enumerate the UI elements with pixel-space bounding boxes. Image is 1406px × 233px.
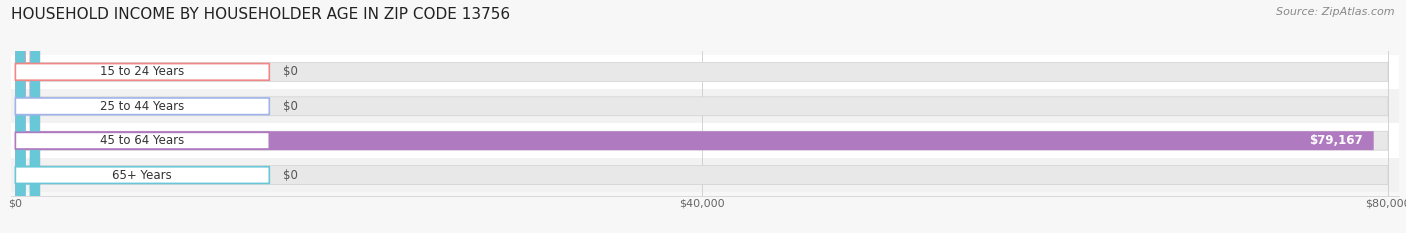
FancyBboxPatch shape [15, 97, 1388, 116]
Text: $0: $0 [283, 169, 298, 182]
FancyBboxPatch shape [15, 64, 270, 80]
FancyBboxPatch shape [15, 131, 1388, 150]
FancyBboxPatch shape [15, 132, 270, 149]
Text: $0: $0 [283, 65, 298, 78]
FancyBboxPatch shape [15, 0, 41, 233]
FancyBboxPatch shape [15, 62, 1388, 81]
FancyBboxPatch shape [15, 167, 270, 183]
Text: 65+ Years: 65+ Years [112, 169, 172, 182]
Text: 25 to 44 Years: 25 to 44 Years [100, 100, 184, 113]
Text: HOUSEHOLD INCOME BY HOUSEHOLDER AGE IN ZIP CODE 13756: HOUSEHOLD INCOME BY HOUSEHOLDER AGE IN Z… [11, 7, 510, 22]
Bar [8, 55, 1406, 89]
FancyBboxPatch shape [15, 166, 1388, 185]
FancyBboxPatch shape [15, 0, 41, 233]
Bar [8, 89, 1406, 123]
FancyBboxPatch shape [15, 0, 41, 233]
FancyBboxPatch shape [15, 131, 1374, 150]
Bar [8, 123, 1406, 158]
Text: 45 to 64 Years: 45 to 64 Years [100, 134, 184, 147]
Text: $0: $0 [283, 100, 298, 113]
Bar [8, 158, 1406, 192]
Text: $79,167: $79,167 [1309, 134, 1362, 147]
FancyBboxPatch shape [15, 98, 270, 115]
Text: Source: ZipAtlas.com: Source: ZipAtlas.com [1277, 7, 1395, 17]
Text: 15 to 24 Years: 15 to 24 Years [100, 65, 184, 78]
